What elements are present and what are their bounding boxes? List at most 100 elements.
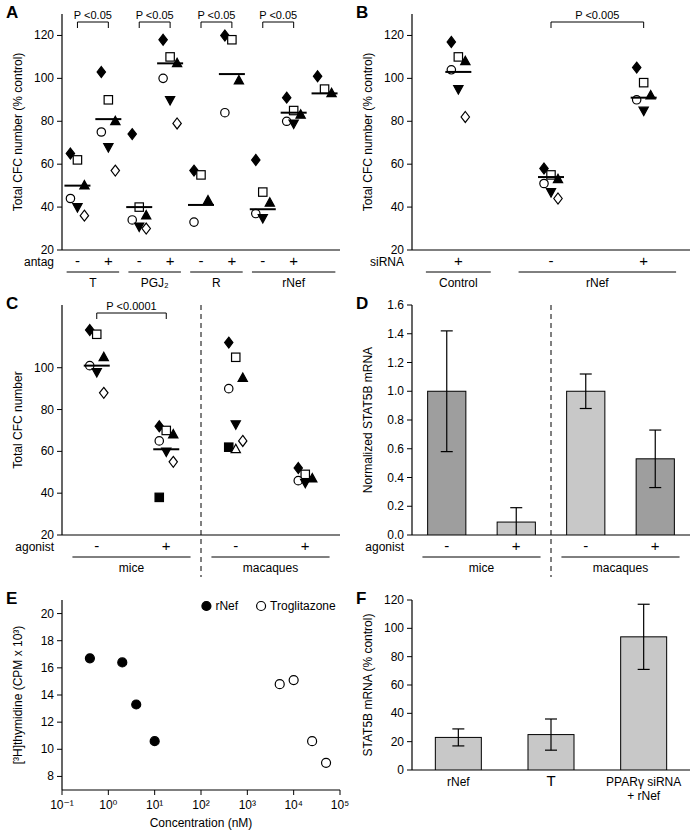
y-tick: [407, 305, 412, 306]
y-tick: [57, 78, 62, 79]
group-label: T: [89, 276, 97, 290]
panel-letter: E: [6, 589, 17, 608]
y-tick-label: 100: [34, 361, 54, 375]
marks: [64, 30, 337, 234]
divider: [551, 305, 552, 577]
group-label: Control: [439, 276, 478, 290]
mean-line: [84, 365, 110, 367]
point: [93, 330, 101, 338]
comparison-bracket: [97, 313, 167, 319]
error-stem: [458, 729, 459, 746]
mean-line: [250, 208, 276, 210]
comparison-bracket: [139, 22, 170, 28]
comparison-label: P <0.005: [575, 9, 619, 21]
comparison-bracket: [263, 22, 294, 28]
category-label: -: [94, 537, 99, 554]
point: [73, 204, 82, 212]
mean-line: [281, 112, 307, 114]
error-bar: [441, 331, 453, 452]
error-stem: [446, 331, 447, 452]
mean-line: [312, 92, 338, 94]
error-cap: [510, 507, 522, 508]
point: [104, 96, 112, 104]
category-label: +: [639, 252, 648, 269]
point: [252, 154, 260, 165]
error-stem: [655, 430, 656, 488]
category-label: +: [166, 252, 175, 269]
point: [225, 337, 233, 348]
y-tick-label: 80: [41, 114, 55, 128]
error-cap: [649, 429, 661, 430]
point: [289, 120, 298, 128]
error-cap: [580, 408, 592, 409]
mean-line: [153, 448, 179, 450]
y-tick-label: 12: [41, 715, 55, 729]
y-tick-label: 1.0: [387, 384, 404, 398]
group-label: R: [212, 276, 221, 290]
marks: [84, 325, 317, 502]
error-bar: [510, 508, 522, 535]
category-label: T: [546, 772, 555, 789]
x-tick: [340, 790, 341, 795]
point: [73, 156, 81, 164]
error-stem: [643, 604, 644, 669]
y-tick-label: 40: [41, 486, 55, 500]
mean-line: [538, 176, 564, 178]
point: [150, 737, 159, 746]
category-label: -: [199, 252, 204, 269]
error-stem: [516, 508, 517, 535]
point: [275, 680, 284, 689]
point: [142, 211, 151, 219]
x-label: agonist: [365, 540, 404, 554]
y-axis: [411, 14, 412, 250]
y-tick-label: 20: [41, 607, 55, 621]
point: [159, 74, 167, 82]
category-label: -: [549, 252, 554, 269]
category-label: -: [75, 252, 80, 269]
category-line: rNef: [447, 775, 470, 789]
group-line: [561, 557, 679, 558]
y-tick-label: 60: [41, 157, 55, 171]
y-tick: [407, 121, 412, 122]
marks: [445, 36, 656, 204]
y-tick-label: 60: [41, 444, 55, 458]
category-label: +: [228, 252, 237, 269]
y-tick: [57, 451, 62, 452]
y-tick-label: 60: [391, 678, 405, 692]
y-tick: [407, 362, 412, 363]
error-cap: [452, 745, 464, 746]
panel-letter: C: [6, 294, 18, 313]
point: [225, 384, 233, 392]
y-tick: [57, 613, 62, 614]
y-tick: [407, 333, 412, 334]
comparison-bracket: [551, 22, 644, 28]
y-tick: [57, 749, 62, 750]
x-tick: [154, 790, 155, 795]
category-label: +: [454, 252, 463, 269]
x-tick-label: 10¹: [146, 798, 163, 812]
y-tick-label: 0.6: [387, 442, 404, 456]
mean-line: [219, 73, 245, 75]
x-tick-label: 10³: [239, 798, 256, 812]
legend-label: rNef: [215, 599, 238, 613]
mean-line: [64, 185, 90, 187]
y-label: STAT5B mRNA (% control): [361, 614, 375, 757]
point: [155, 437, 163, 445]
mean-line: [631, 97, 657, 99]
y-tick: [407, 535, 412, 536]
group-line: [128, 272, 181, 273]
y-tick-label: 0.4: [387, 471, 404, 485]
point: [289, 676, 298, 685]
x-tick: [247, 790, 248, 795]
point: [639, 107, 648, 115]
panel: E8101214161820[³H]thymidine (CPM x 10³)1…: [6, 589, 349, 830]
point: [296, 110, 305, 118]
y-tick-label: 16: [41, 661, 55, 675]
category-label: +: [162, 537, 171, 554]
x-axis: [412, 249, 690, 250]
y-tick: [57, 722, 62, 723]
point: [142, 223, 150, 234]
point: [447, 36, 455, 47]
y-tick: [407, 770, 412, 771]
y-tick-label: 14: [41, 688, 55, 702]
